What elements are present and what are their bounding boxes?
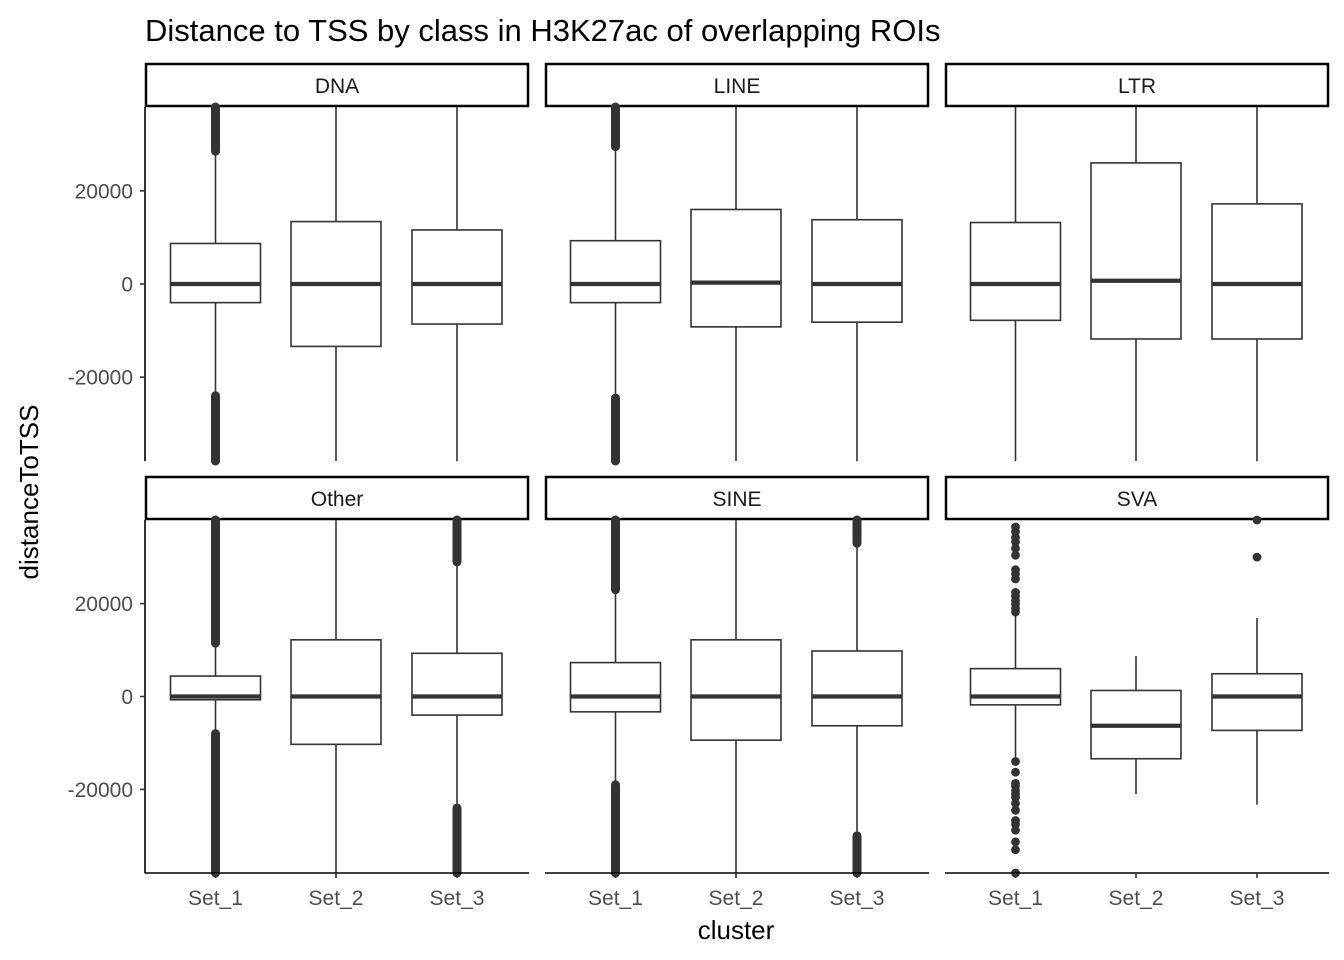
x-axis-title: cluster (698, 915, 775, 945)
chart-title: Distance to TSS by class in H3K27ac of o… (145, 13, 940, 48)
facet-strip (944, 475, 1330, 521)
box-set_3 (811, 515, 903, 878)
box-iqr (690, 208, 782, 328)
facet-strip (144, 62, 530, 108)
outlier-point (1011, 845, 1020, 855)
x-tick-label: Set_1 (188, 887, 243, 910)
box-iqr (969, 221, 1062, 322)
x-tick-label: Set_1 (588, 887, 643, 910)
outlier-point (1011, 778, 1020, 788)
y-tick-label: -20000 (68, 367, 133, 390)
box-set_2 (1090, 656, 1182, 795)
box-iqr (811, 650, 903, 727)
box-iqr (569, 661, 662, 713)
outlier-point (1011, 767, 1020, 777)
y-tick-label: 20000 (75, 180, 133, 203)
box-set_3 (1211, 515, 1303, 805)
x-tick-label: Set_2 (309, 887, 364, 910)
box-set_3 (411, 107, 503, 461)
box-iqr (1211, 672, 1303, 732)
x-tick-label: Set_3 (430, 887, 485, 910)
box-set_1 (969, 107, 1062, 461)
box-iqr (169, 242, 262, 304)
y-tick-label: 0 (121, 274, 133, 297)
outlier-point (1011, 588, 1020, 597)
x-tick-label: Set_3 (1230, 887, 1285, 910)
facet-strip (544, 62, 930, 108)
outlier-point (1011, 798, 1020, 808)
facet-panel-other: Other -20000 0 20000 Set_1 Set_2 Set_3 (68, 475, 530, 910)
box-iqr (690, 639, 782, 741)
box-iqr (290, 639, 382, 746)
outlier-point (1011, 522, 1020, 532)
box-set_1 (169, 515, 262, 878)
box-set_1 (569, 102, 662, 466)
box-set_2 (290, 520, 382, 873)
box-set_1 (969, 522, 1062, 878)
x-tick-label: Set_2 (709, 887, 764, 910)
box-set_1 (169, 102, 262, 466)
box-iqr (169, 675, 262, 701)
y-tick-label: 20000 (75, 593, 133, 616)
box-set_2 (1090, 107, 1182, 461)
outlier-point (1011, 837, 1020, 847)
box-set_3 (411, 515, 503, 878)
box-iqr (1090, 162, 1182, 340)
box-set_2 (690, 520, 782, 873)
y-tick-label: -20000 (68, 779, 133, 802)
outlier-point (1011, 816, 1020, 825)
outlier-point (1011, 550, 1020, 560)
box-set_2 (290, 107, 382, 461)
facet-strip-label: LTR (1118, 75, 1156, 98)
box-set_2 (690, 107, 782, 461)
box-iqr (1211, 203, 1303, 340)
y-axis-title: distanceToTSS (14, 405, 44, 580)
box-iqr (411, 652, 503, 716)
outlier-point (1011, 565, 1020, 575)
facet-panel-line: LINE (544, 62, 930, 466)
y-tick-label: 0 (121, 686, 133, 709)
box-set_1 (569, 515, 662, 878)
outlier-point (1252, 552, 1262, 562)
box-iqr (569, 239, 662, 304)
facet-strip (944, 62, 1330, 108)
facet-panel-sine: SINE Set_1 Set_2 Set_3 (544, 475, 930, 910)
outlier-point (1011, 805, 1020, 815)
box-iqr (811, 218, 903, 323)
outlier-point (1011, 825, 1020, 835)
facet-strip-label: SINE (712, 488, 761, 511)
box-iqr (969, 667, 1062, 706)
facet-strip-label: Other (311, 488, 364, 511)
outlier-point (1011, 533, 1020, 543)
facet-panel-dna: DNA -20000 0 20000 (68, 62, 530, 466)
x-tick-label: Set_2 (1109, 887, 1164, 910)
facet-strip-label: DNA (315, 75, 359, 98)
box-set_3 (811, 107, 903, 461)
outlier-point (1252, 515, 1262, 525)
facet-strip-label: LINE (714, 75, 761, 98)
box-iqr (411, 229, 503, 325)
x-tick-label: Set_1 (988, 887, 1043, 910)
facet-panel-ltr: LTR (944, 62, 1330, 461)
outlier-point (1011, 757, 1020, 766)
x-tick-label: Set_3 (830, 887, 885, 910)
facet-strip (544, 475, 930, 521)
facet-grid: DNA -20000 0 20000 LINE LTR Other -20000 0 20000 S… (68, 62, 1330, 910)
facet-panel-sva: SVA Set_1 Set_2 Set_3 (944, 475, 1330, 910)
box-set_3 (1211, 107, 1303, 461)
outlier-point (1011, 543, 1020, 553)
facet-strip (144, 475, 530, 521)
facet-strip-label: SVA (1117, 488, 1157, 511)
